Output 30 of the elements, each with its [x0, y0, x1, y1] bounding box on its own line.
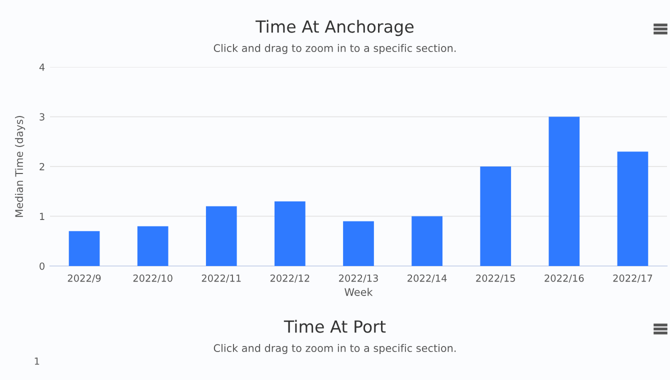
text: Click and drag to zoom in to a specific section. [214, 344, 456, 354]
y-tick-label: 2 [40, 162, 44, 170]
bar [274, 201, 306, 266]
bar [137, 226, 168, 266]
x-tick-label: 2022/14 [408, 274, 447, 283]
x-tick-label: 2022/9 [68, 274, 101, 283]
x-tick-label: 2022/15 [476, 274, 515, 283]
bar [343, 221, 374, 266]
bar [68, 231, 100, 266]
x-tick-label: 2022/12 [270, 274, 310, 283]
chart-title: Time At Anchorage [256, 20, 414, 36]
bar [617, 152, 648, 266]
text: 1 [34, 358, 40, 365]
chart-subtitle: Click and drag to zoom in to a specific section. [214, 44, 456, 54]
x-tick-label: 2022/11 [202, 274, 241, 283]
x-tick-label: 2022/13 [339, 274, 378, 283]
text: Time At Port [284, 320, 386, 333]
y-tick-label: 4 [39, 64, 45, 71]
x-tick-label: 2022/17 [613, 274, 652, 283]
x-tick-label: 2022/16 [544, 274, 584, 283]
x-tick-label: 2022/10 [133, 274, 172, 283]
x-axis-title: Week [344, 288, 373, 296]
y-tick-label: 1 [40, 212, 44, 220]
bar [480, 166, 512, 266]
y-tick-label: 0 [40, 262, 44, 270]
bar [206, 206, 237, 266]
bar [548, 116, 580, 266]
bar [412, 216, 442, 266]
y-axis-title: Median Time (days) [14, 116, 26, 217]
y-tick-label: 3 [40, 113, 44, 121]
